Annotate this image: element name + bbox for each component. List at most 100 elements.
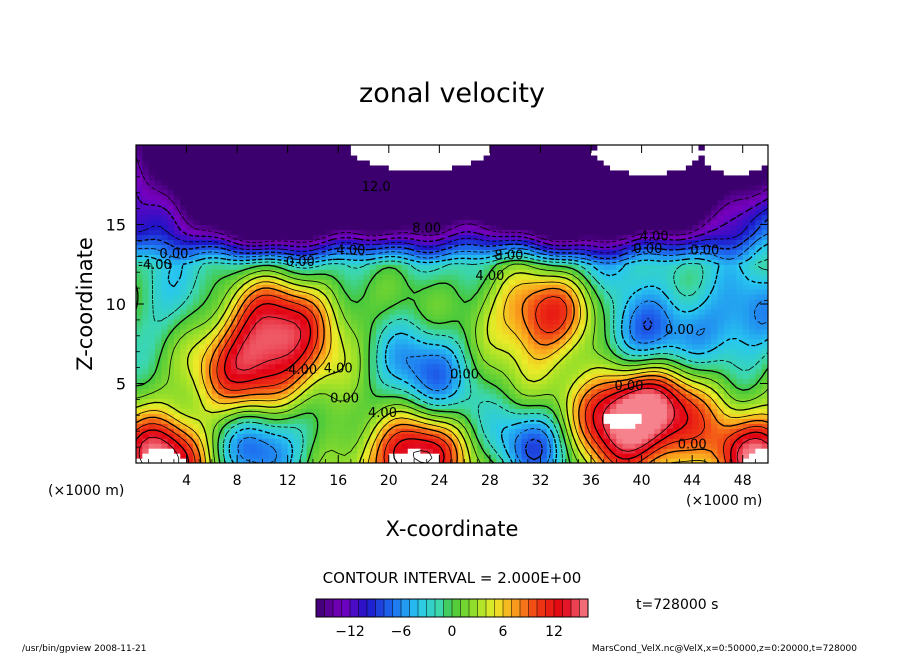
- heatmap-cell: [749, 408, 756, 414]
- heatmap-cell: [249, 363, 257, 370]
- heatmap-cell: [325, 383, 333, 390]
- heatmap-cell: [578, 438, 586, 444]
- heatmap-cell: [477, 388, 485, 395]
- heatmap-cell: [388, 378, 396, 385]
- heatmap-cell: [382, 294, 390, 300]
- heatmap-cell: [344, 264, 352, 270]
- heatmap-cell: [275, 244, 282, 250]
- heatmap-cell: [622, 274, 630, 280]
- heatmap-cell: [685, 214, 693, 221]
- heatmap-cell: [666, 234, 674, 241]
- heatmap-cell: [294, 433, 301, 439]
- heatmap-cell: [154, 418, 162, 424]
- heatmap-cell: [249, 328, 257, 335]
- heatmap-cell: [628, 423, 636, 429]
- heatmap-cell: [477, 299, 485, 305]
- heatmap-cell: [654, 343, 662, 350]
- heatmap-cell: [477, 323, 485, 330]
- heatmap-cell: [660, 219, 668, 226]
- heatmap-cell: [281, 348, 289, 355]
- heatmap-cell: [180, 363, 188, 370]
- heatmap-cell: [610, 383, 617, 390]
- heatmap-cell: [439, 313, 447, 320]
- heatmap-cell: [572, 284, 579, 290]
- heatmap-cell: [350, 413, 358, 419]
- heatmap-cell: [407, 239, 415, 245]
- heatmap-cell: [559, 418, 567, 424]
- heatmap-cell: [742, 239, 750, 245]
- heatmap-cell: [508, 239, 516, 245]
- heatmap-cell: [439, 393, 447, 400]
- heatmap-cell: [496, 373, 504, 380]
- heatmap-cell: [673, 453, 681, 459]
- heatmap-cell: [584, 244, 592, 250]
- heatmap-cell: [148, 413, 156, 419]
- heatmap-cell: [262, 224, 270, 231]
- heatmap-cell: [534, 214, 542, 221]
- heatmap-cell: [578, 373, 586, 380]
- heatmap-cell: [407, 289, 415, 295]
- heatmap-cell: [717, 338, 725, 345]
- heatmap-cell: [161, 373, 169, 380]
- heatmap-cell: [483, 348, 491, 355]
- heatmap-cell: [376, 299, 384, 305]
- heatmap-cell: [685, 403, 693, 409]
- heatmap-cell: [148, 448, 156, 454]
- heatmap-cell: [736, 343, 744, 350]
- heatmap-cell: [363, 443, 371, 449]
- heatmap-cell: [654, 363, 662, 370]
- heatmap-cell: [458, 224, 466, 231]
- heatmap-cell: [470, 438, 478, 444]
- heatmap-cell: [527, 224, 535, 231]
- heatmap-cell: [186, 294, 194, 300]
- heatmap-cell: [660, 398, 668, 404]
- heatmap-cell: [540, 443, 548, 449]
- heatmap-cell: [186, 448, 194, 454]
- heatmap-cell: [382, 214, 390, 221]
- heatmap-cell: [268, 458, 276, 463]
- heatmap-cell: [578, 294, 586, 300]
- heatmap-cell: [616, 423, 624, 429]
- heatmap-cell: [742, 249, 750, 255]
- heatmap-cell: [407, 358, 415, 365]
- heatmap-cell: [458, 443, 466, 449]
- heatmap-cell: [439, 373, 447, 380]
- heatmap-cell: [452, 453, 459, 459]
- heatmap-cell: [502, 313, 510, 320]
- heatmap-cell: [205, 214, 213, 221]
- heatmap-cell: [641, 229, 649, 236]
- heatmap-cell: [464, 398, 472, 404]
- heatmap-cell: [584, 373, 592, 380]
- heatmap-cell: [464, 234, 472, 241]
- heatmap-cell: [256, 254, 263, 260]
- heatmap-cell: [477, 214, 485, 221]
- heatmap-cell: [477, 289, 485, 295]
- heatmap-cell: [489, 323, 497, 330]
- heatmap-cell: [628, 378, 636, 385]
- heatmap-cell: [641, 264, 649, 270]
- heatmap-cell: [331, 299, 339, 305]
- heatmap-cell: [237, 224, 245, 231]
- heatmap-cell: [603, 353, 611, 360]
- heatmap-cell: [565, 433, 573, 439]
- heatmap-cell: [584, 383, 592, 390]
- heatmap-cell: [508, 264, 516, 270]
- heatmap-cell: [325, 358, 333, 365]
- heatmap-cell: [230, 388, 238, 395]
- heatmap-cell: [679, 304, 687, 310]
- heatmap-cell: [199, 313, 207, 320]
- heatmap-cell: [616, 443, 624, 449]
- heatmap-cell: [534, 448, 542, 454]
- heatmap-cell: [388, 403, 396, 409]
- heatmap-cell: [205, 333, 213, 340]
- heatmap-cell: [698, 289, 706, 295]
- heatmap-cell: [237, 448, 245, 454]
- heatmap-cell: [458, 234, 466, 241]
- heatmap-cell: [319, 294, 327, 300]
- heatmap-cell: [591, 333, 598, 340]
- heatmap-cell: [300, 458, 308, 463]
- heatmap-cell: [426, 214, 434, 221]
- heatmap-cell: [395, 368, 403, 375]
- heatmap-cell: [414, 229, 421, 236]
- heatmap-cell: [521, 239, 529, 245]
